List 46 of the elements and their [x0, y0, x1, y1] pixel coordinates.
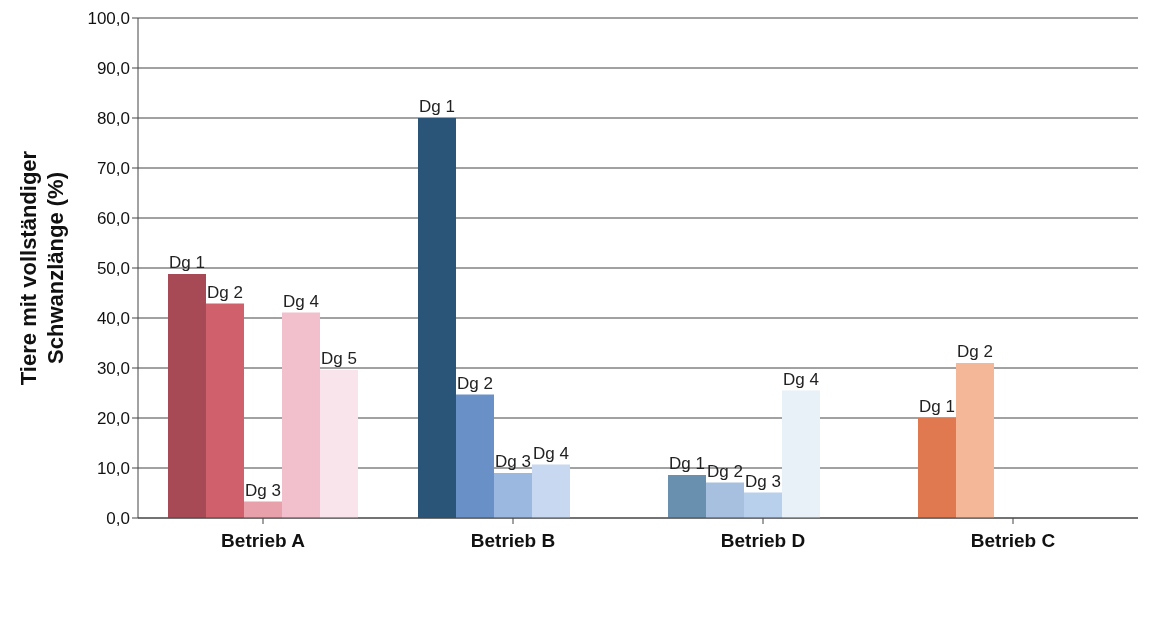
text: Dg 1	[419, 97, 455, 116]
bar	[918, 418, 956, 518]
series-label: Dg 2	[207, 282, 243, 302]
y-tick-label: 0,0	[106, 509, 130, 529]
bar	[668, 475, 706, 518]
text: Dg 4	[533, 443, 569, 463]
y-tick-label: 40,0	[96, 309, 130, 329]
series-label: Dg 4	[283, 291, 319, 311]
y-tick-label: 30,0	[96, 359, 130, 379]
text: Dg 3	[495, 452, 531, 471]
text: Dg 2	[957, 342, 993, 361]
x-tick-label: Betrieb B	[470, 530, 556, 552]
text: Dg 2	[707, 461, 743, 481]
bar	[706, 482, 744, 518]
bar	[206, 303, 244, 518]
y-tick-label: 20,0	[96, 409, 130, 429]
y-tick-label: 10,0	[96, 459, 130, 479]
bar	[244, 501, 282, 518]
text: Dg 1	[669, 454, 705, 473]
text: Dg 1	[919, 397, 955, 416]
bar	[168, 274, 206, 518]
series-label: Dg 3	[245, 480, 281, 500]
y-tick-label: 100,0	[87, 9, 130, 29]
bar	[320, 370, 358, 518]
bar	[282, 312, 320, 518]
y-tick-label: 70,0	[96, 159, 130, 179]
bar	[956, 363, 994, 518]
bar	[532, 464, 570, 518]
y-tick-label: 60,0	[96, 209, 130, 229]
y-tick-label: 90,0	[96, 59, 130, 79]
text: Dg 2	[457, 373, 493, 393]
bar	[782, 390, 820, 518]
x-tick-label: Betrieb C	[970, 530, 1056, 552]
series-label: Dg 5	[321, 349, 357, 368]
y-tick-label: 80,0	[96, 109, 130, 129]
bar	[744, 492, 782, 518]
bar	[418, 118, 456, 518]
y-tick-label: 50,0	[96, 259, 130, 279]
x-tick-label: Betrieb A	[221, 530, 306, 552]
bar	[494, 473, 532, 518]
series-label: Dg 1	[169, 253, 205, 272]
text: Dg 3	[745, 471, 781, 491]
text: Dg 4	[783, 369, 819, 389]
y-axis-title: Tiere mit vollständiger Schwanzlänge (%)	[16, 150, 68, 386]
x-tick-label: Betrieb D	[720, 530, 806, 552]
bar	[456, 394, 494, 518]
